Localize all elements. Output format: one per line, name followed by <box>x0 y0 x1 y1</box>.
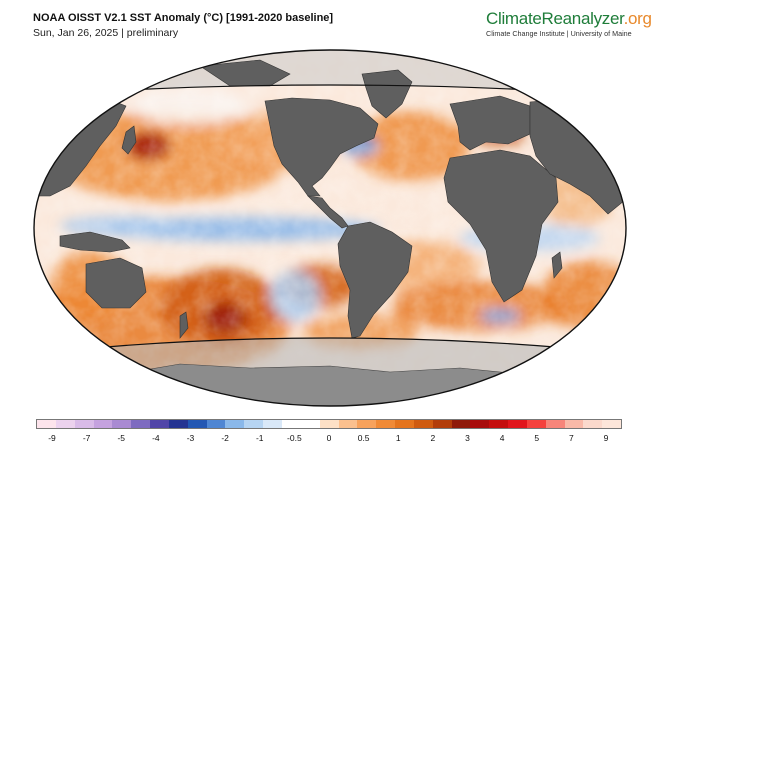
colorbar-swatch <box>37 420 56 428</box>
colorbar-swatch <box>319 420 339 428</box>
land-australia <box>85 257 147 309</box>
colorbar-swatch <box>395 420 414 428</box>
colorbar-swatch <box>508 420 527 428</box>
colorbar-swatch <box>168 420 188 428</box>
colorbar-swatch <box>357 420 377 428</box>
colorbar-swatch <box>451 420 471 428</box>
colorbar-tick-label: 4 <box>499 433 505 443</box>
colorbar-swatch <box>526 420 546 428</box>
anomaly-colorbar <box>36 419 622 429</box>
land-arctic-islands <box>199 59 291 87</box>
colorbar-swatch <box>470 420 490 428</box>
land-greenland <box>361 69 413 119</box>
colorbar-tick-label: -7 <box>82 433 91 443</box>
globe-outline <box>33 49 627 407</box>
colorbar-tick-label: -1 <box>255 433 264 443</box>
land-north-america <box>264 97 379 197</box>
colorbar-swatch <box>131 420 151 428</box>
colorbar-swatch <box>432 420 452 428</box>
land-europe <box>449 95 531 151</box>
colorbar-tick-label: 0.5 <box>357 433 370 443</box>
land-south-america <box>337 221 413 339</box>
colorbar-swatch <box>187 420 207 428</box>
colorbar-swatch <box>55 420 75 428</box>
colorbar-swatch <box>225 420 245 428</box>
colorbar-swatch <box>150 420 169 428</box>
colorbar-swatch <box>281 420 301 428</box>
colorbar-tick-label: 9 <box>603 433 609 443</box>
sst-anomaly-world-map <box>33 49 627 407</box>
colorbar-swatch <box>244 420 264 428</box>
brand-name: ClimateReanalyzer.org <box>486 9 652 28</box>
land-new-zealand <box>179 311 189 339</box>
colorbar-swatch <box>300 420 320 428</box>
land-africa <box>443 149 559 303</box>
colorbar-swatch <box>413 420 433 428</box>
colorbar-tick-label: 7 <box>569 433 574 443</box>
colorbar-tick-label: 5 <box>534 433 540 443</box>
colorbar-swatch <box>93 420 113 428</box>
colorbar-tick-label: -2 <box>221 433 229 443</box>
colorbar-tick-label: -0.5 <box>287 433 302 443</box>
land-madagascar <box>551 251 563 279</box>
colorbar-tick-label: -5 <box>117 433 126 443</box>
brand-tagline: Climate Change Institute | University of… <box>486 29 632 38</box>
land-maritime-se-asia <box>59 231 131 253</box>
colorbar-tick-label: -3 <box>186 433 195 443</box>
colorbar-swatch <box>74 420 94 428</box>
colorbar-tick-label: -4 <box>152 433 160 443</box>
colorbar-swatch <box>263 420 282 428</box>
land-masses <box>34 59 626 339</box>
colorbar-tick-labels: -9 -7 -5 -4 -3 -2 -1 -0.5 0 0.5 1 2 3 4 5 7 9 <box>36 433 622 447</box>
land-antarctica <box>109 363 591 406</box>
colorbar-tick-label: 2 <box>430 433 436 443</box>
brand-logo[interactable]: ClimateReanalyzer.org Climate Change Ins… <box>486 9 652 39</box>
colorbar-tick-label: 0 <box>326 433 332 443</box>
colorbar-swatch <box>338 420 358 428</box>
colorbar-swatch <box>376 420 396 428</box>
land-japan <box>121 125 137 155</box>
colorbar-swatch <box>112 420 132 428</box>
colorbar-swatch <box>602 420 622 428</box>
antarctic-boundary-line <box>34 337 626 355</box>
colorbar-swatch <box>489 420 509 428</box>
map-date-subtitle: Sun, Jan 26, 2025 | preliminary <box>33 27 179 39</box>
colorbar-swatch <box>545 420 565 428</box>
colorbar-tick-label: 1 <box>395 433 401 443</box>
colorbar-swatch <box>583 420 603 428</box>
colorbar-swatch <box>564 420 584 428</box>
globe-content <box>34 50 626 406</box>
map-title: NOAA OISST V2.1 SST Anomaly (°C) [1991-2… <box>33 12 334 24</box>
colorbar-swatch <box>206 420 226 428</box>
colorbar-tick-label: 3 <box>465 433 470 443</box>
colorbar-tick-label: -9 <box>48 433 56 443</box>
